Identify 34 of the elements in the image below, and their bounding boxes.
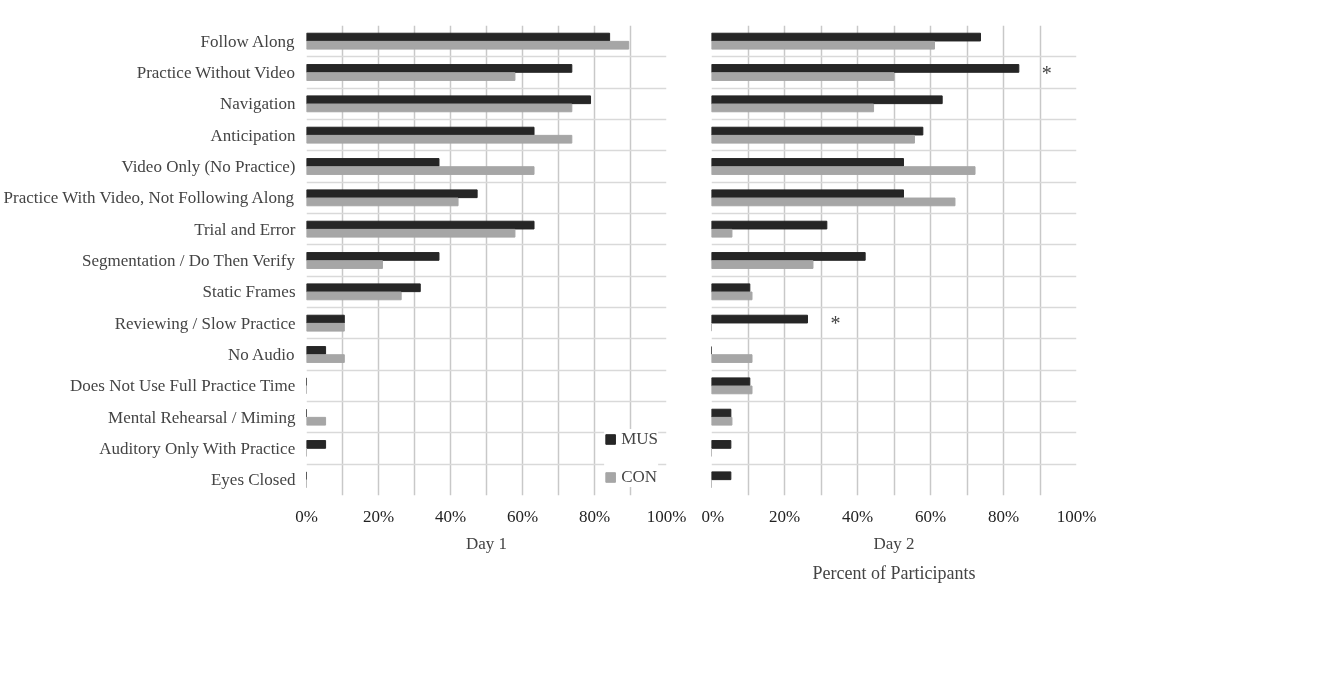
- text: Percent of Participants: [812, 562, 976, 583]
- x-tick-label: 100%: [646, 506, 687, 526]
- y-tick-label: Mental Rehearsal / Miming: [108, 407, 296, 427]
- y-tick-label: No Audio: [227, 345, 295, 364]
- y-tick-label: Reviewing / Slow Practice: [114, 313, 296, 333]
- x-tick-label: 0%: [295, 506, 318, 526]
- y-tick-label: Practice With Video, Not Following Along: [3, 188, 295, 208]
- x-tick-label: 0%: [701, 506, 725, 526]
- x-tick-label: 40%: [434, 506, 467, 526]
- y-tick-label: Does Not Use Full Practice Time: [69, 376, 296, 396]
- y-tick-label: Segmentation / Do Then Verify: [82, 251, 296, 270]
- y-tick-label: Follow Along: [200, 31, 296, 51]
- y-tick-label: Video Only (No Practice): [121, 157, 296, 176]
- y-tick-label: Auditory Only With Practice: [99, 439, 296, 458]
- x-axis-title: Day 1: [465, 533, 508, 553]
- annotation: *: [830, 312, 841, 335]
- annotation: *: [1041, 61, 1052, 84]
- x-tick-label: 80%: [987, 506, 1020, 526]
- legend-label: MUS: [621, 429, 658, 449]
- x-tick-label: 60%: [506, 506, 539, 526]
- y-tick-label: Navigation: [219, 94, 296, 114]
- y-tick-label: Trial and Error: [194, 219, 296, 239]
- y-tick-label: Anticipation: [210, 125, 296, 145]
- x-tick-label: 100%: [1056, 506, 1097, 526]
- legend-label: CON: [621, 467, 658, 487]
- y-tick-label: Eyes Closed: [210, 470, 296, 490]
- x-tick-label: 20%: [768, 506, 801, 526]
- x-axis-title: Day 2: [873, 533, 915, 553]
- x-tick-label: 80%: [578, 506, 611, 526]
- y-tick-label: Practice Without Video: [136, 63, 295, 82]
- y-tick-label: Static Frames: [202, 282, 296, 302]
- x-tick-label: 20%: [362, 506, 395, 526]
- x-tick-label: 40%: [841, 506, 874, 526]
- x-tick-label: 60%: [914, 506, 947, 526]
